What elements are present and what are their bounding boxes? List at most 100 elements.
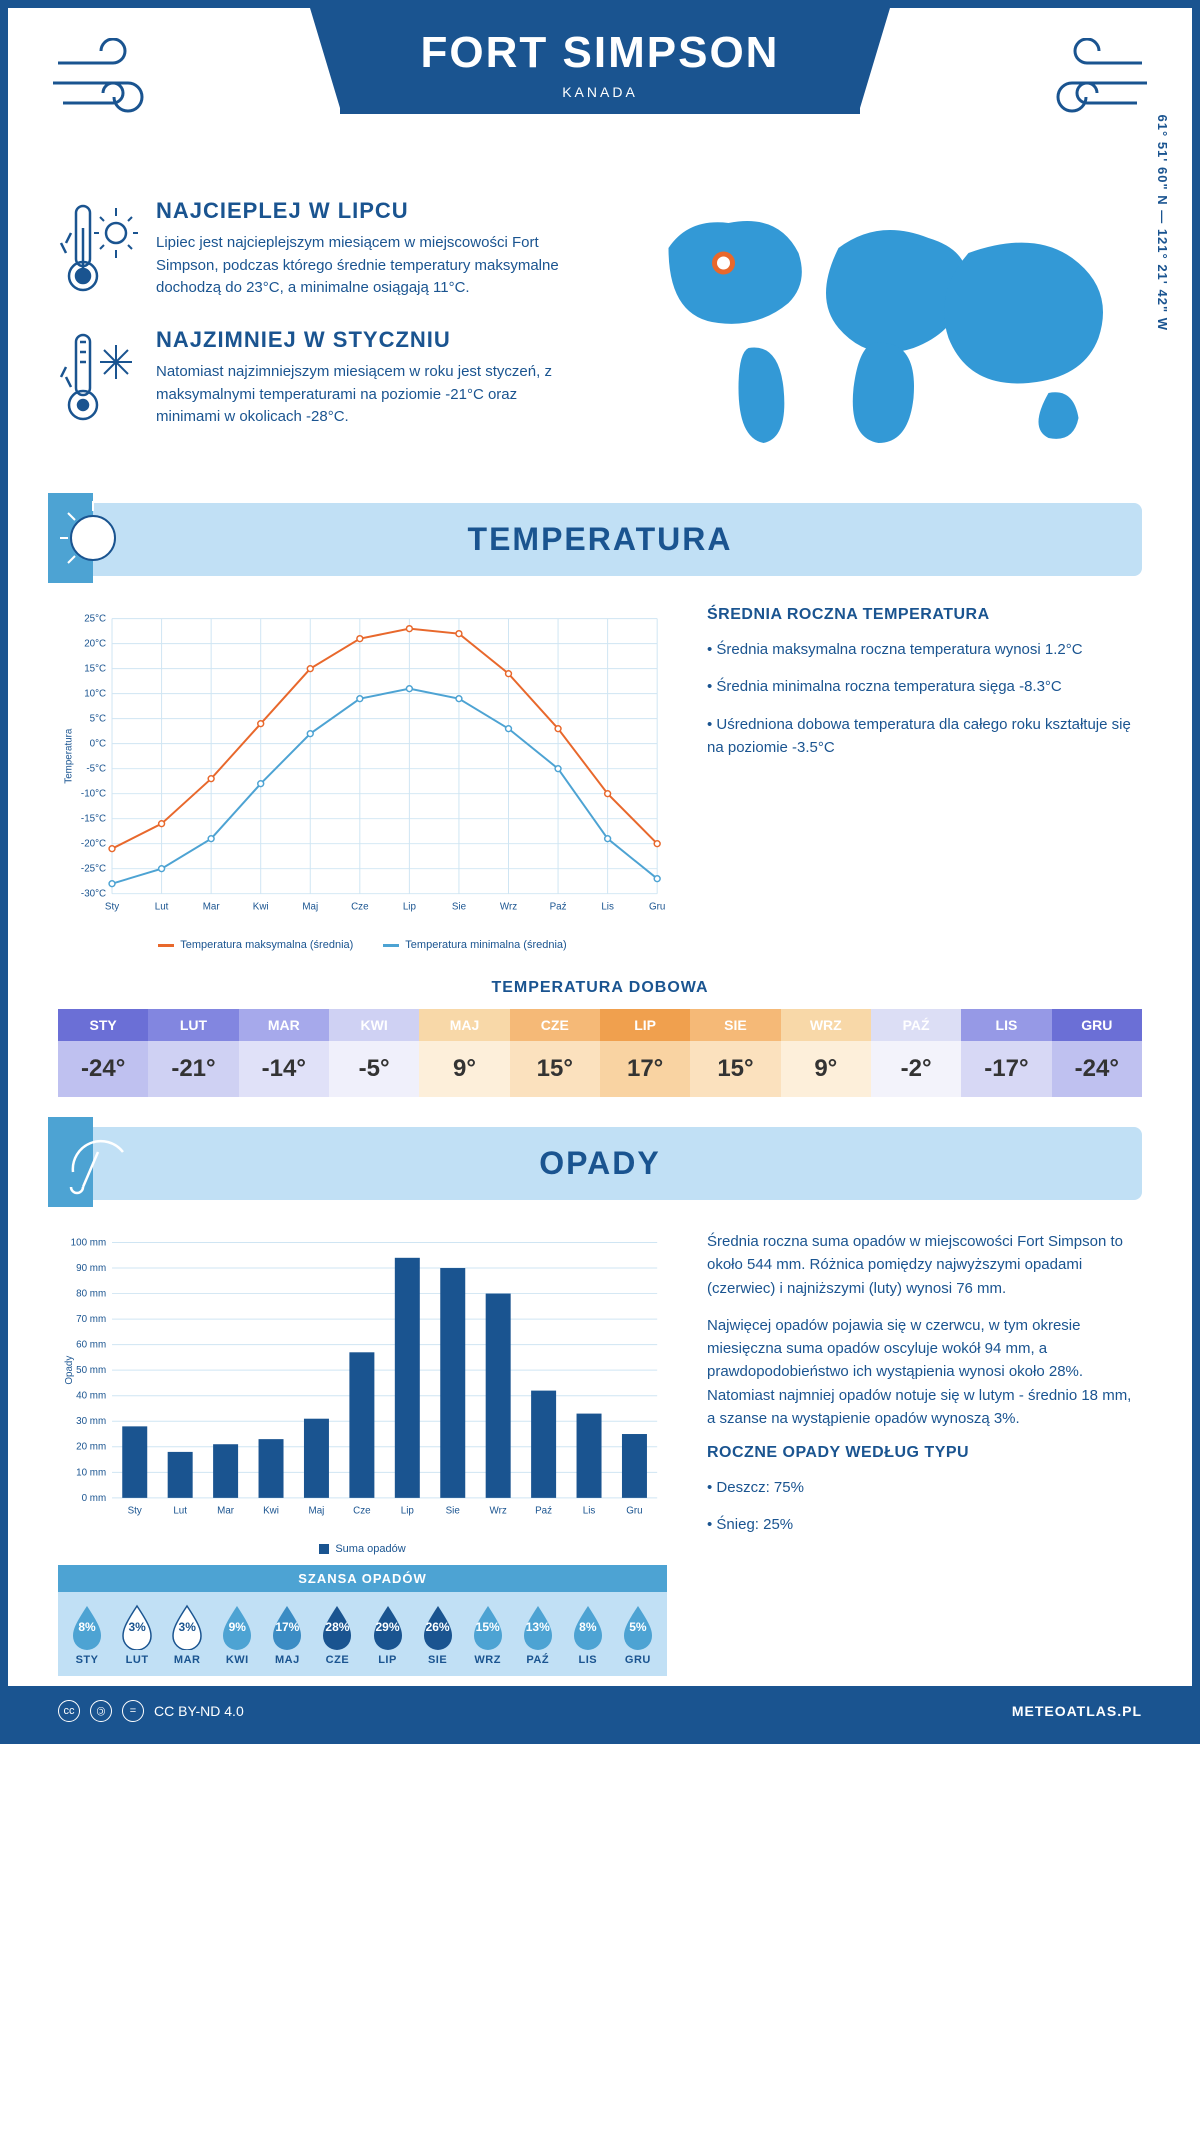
- svg-text:Lis: Lis: [583, 1506, 596, 1517]
- precip-chart: 0 mm10 mm20 mm30 mm40 mm50 mm60 mm70 mm8…: [58, 1230, 667, 1676]
- daily-temp-cell: KWI-5°: [329, 1009, 419, 1097]
- svg-text:90 mm: 90 mm: [76, 1263, 106, 1274]
- daily-temp-heading: TEMPERATURA DOBOWA: [8, 971, 1192, 1009]
- chance-cell: 13% PAŹ: [513, 1602, 563, 1666]
- drop-icon: 28%: [312, 1602, 362, 1650]
- drop-icon: 3%: [162, 1602, 212, 1650]
- svg-text:Gru: Gru: [649, 901, 665, 912]
- svg-text:20°C: 20°C: [84, 639, 106, 650]
- chance-cell: 29% LIP: [362, 1602, 412, 1666]
- precip-type-heading: ROCZNE OPADY WEDŁUG TYPU: [707, 1444, 1142, 1462]
- svg-text:Lis: Lis: [601, 901, 614, 912]
- coordinates: 61° 51' 60" N — 121° 21' 42" W: [1155, 114, 1170, 330]
- svg-text:Lut: Lut: [173, 1506, 187, 1517]
- drop-icon: 13%: [513, 1602, 563, 1650]
- svg-text:25°C: 25°C: [84, 614, 106, 625]
- license: cc 🄯 = CC BY-ND 4.0: [58, 1700, 244, 1722]
- svg-text:80 mm: 80 mm: [76, 1289, 106, 1300]
- legend-sum: Suma opadów: [335, 1543, 405, 1555]
- svg-text:Cze: Cze: [353, 1506, 371, 1517]
- svg-text:Sie: Sie: [452, 901, 467, 912]
- legend-min: Temperatura minimalna (średnia): [405, 939, 566, 951]
- svg-text:-25°C: -25°C: [81, 864, 106, 875]
- by-icon: 🄯: [90, 1700, 112, 1722]
- svg-text:Temperatura: Temperatura: [64, 728, 75, 784]
- svg-text:-30°C: -30°C: [81, 889, 106, 900]
- annual-temp-line: • Uśredniona dobowa temperatura dla całe…: [707, 713, 1142, 760]
- svg-text:5°C: 5°C: [90, 714, 106, 725]
- cc-icon: cc: [58, 1700, 80, 1722]
- svg-text:15°C: 15°C: [84, 664, 106, 675]
- precip-legend: Suma opadów: [58, 1535, 667, 1555]
- daily-temp-cell: LIS-17°: [961, 1009, 1051, 1097]
- drop-icon: 9%: [212, 1602, 262, 1650]
- thermometer-hot-icon: [58, 198, 138, 303]
- svg-text:0°C: 0°C: [90, 739, 106, 750]
- daily-temp-cell: STY-24°: [58, 1009, 148, 1097]
- svg-text:-10°C: -10°C: [81, 789, 106, 800]
- site-name: METEOATLAS.PL: [1012, 1703, 1142, 1719]
- temperature-summary: ŚREDNIA ROCZNA TEMPERATURA • Średnia mak…: [707, 606, 1142, 951]
- daily-temp-cell: MAJ9°: [419, 1009, 509, 1097]
- drop-icon: 5%: [613, 1602, 663, 1650]
- svg-text:30 mm: 30 mm: [76, 1416, 106, 1427]
- svg-text:10 mm: 10 mm: [76, 1467, 106, 1478]
- hottest-title: NAJCIEPLEJ W LIPCU: [156, 198, 585, 224]
- daily-temp-cell: CZE15°: [510, 1009, 600, 1097]
- temperature-title: TEMPERATURA: [58, 521, 1142, 558]
- temp-legend: Temperatura maksymalna (średnia) Tempera…: [58, 931, 667, 951]
- svg-text:Maj: Maj: [309, 1506, 325, 1517]
- svg-text:Kwi: Kwi: [263, 1506, 279, 1517]
- daily-temp-cell: PAŹ-2°: [871, 1009, 961, 1097]
- svg-text:10°C: 10°C: [84, 689, 106, 700]
- precip-type-line: • Śnieg: 25%: [707, 1513, 1142, 1536]
- chance-cell: 3% MAR: [162, 1602, 212, 1666]
- wind-icon: [1032, 38, 1152, 133]
- svg-text:60 mm: 60 mm: [76, 1340, 106, 1351]
- wind-icon: [48, 38, 168, 133]
- drop-icon: 15%: [463, 1602, 513, 1650]
- svg-text:Mar: Mar: [217, 1506, 235, 1517]
- svg-text:Maj: Maj: [302, 901, 318, 912]
- chance-cell: 9% KWI: [212, 1602, 262, 1666]
- svg-text:-15°C: -15°C: [81, 814, 106, 825]
- svg-text:Wrz: Wrz: [500, 901, 517, 912]
- title-banner: FORT SIMPSON KANADA: [340, 8, 860, 114]
- chance-cell: 8% LIS: [563, 1602, 613, 1666]
- coldest-block: NAJZIMNIEJ W STYCZNIU Natomiast najzimni…: [58, 327, 585, 432]
- chance-title: SZANSA OPADÓW: [58, 1565, 667, 1592]
- precip-text: Średnia roczna suma opadów w miejscowośc…: [707, 1230, 1142, 1300]
- infographic-frame: FORT SIMPSON KANADA NAJCIEPLEJ W LIPCU L…: [0, 0, 1200, 1744]
- hottest-text: Lipiec jest najcieplejszym miesiącem w m…: [156, 232, 585, 300]
- drop-icon: 29%: [362, 1602, 412, 1650]
- chance-cell: 5% GRU: [613, 1602, 663, 1666]
- svg-text:Paź: Paź: [535, 1506, 552, 1517]
- annual-temp-line: • Średnia minimalna roczna temperatura s…: [707, 675, 1142, 698]
- temperature-chart: -30°C-25°C-20°C-15°C-10°C-5°C0°C5°C10°C1…: [58, 606, 667, 951]
- daily-temp-cell: GRU-24°: [1052, 1009, 1142, 1097]
- svg-text:Wrz: Wrz: [490, 1506, 507, 1517]
- svg-text:-20°C: -20°C: [81, 839, 106, 850]
- page-subtitle: KANADA: [340, 84, 860, 100]
- svg-text:70 mm: 70 mm: [76, 1314, 106, 1325]
- drop-icon: 8%: [563, 1602, 613, 1650]
- svg-text:Mar: Mar: [203, 901, 221, 912]
- chance-cell: 28% CZE: [312, 1602, 362, 1666]
- temperature-body: -30°C-25°C-20°C-15°C-10°C-5°C0°C5°C10°C1…: [8, 576, 1192, 971]
- precip-text: Najwięcej opadów pojawia się w czerwcu, …: [707, 1314, 1142, 1430]
- page-title: FORT SIMPSON: [340, 28, 860, 78]
- thermometer-cold-icon: [58, 327, 138, 432]
- svg-text:Sie: Sie: [446, 1506, 461, 1517]
- daily-temp-cell: MAR-14°: [239, 1009, 329, 1097]
- drop-icon: 8%: [62, 1602, 112, 1650]
- svg-text:Opady: Opady: [64, 1356, 75, 1385]
- legend-max: Temperatura maksymalna (średnia): [180, 939, 353, 951]
- header: FORT SIMPSON KANADA: [8, 8, 1192, 188]
- nd-icon: =: [122, 1700, 144, 1722]
- hottest-block: NAJCIEPLEJ W LIPCU Lipiec jest najcieple…: [58, 198, 585, 303]
- chance-cell: 15% WRZ: [463, 1602, 513, 1666]
- drop-icon: 26%: [413, 1602, 463, 1650]
- svg-text:40 mm: 40 mm: [76, 1391, 106, 1402]
- coldest-text: Natomiast najzimniejszym miesiącem w rok…: [156, 361, 585, 429]
- chance-box: SZANSA OPADÓW 8% STY 3% LUT 3%: [58, 1565, 667, 1676]
